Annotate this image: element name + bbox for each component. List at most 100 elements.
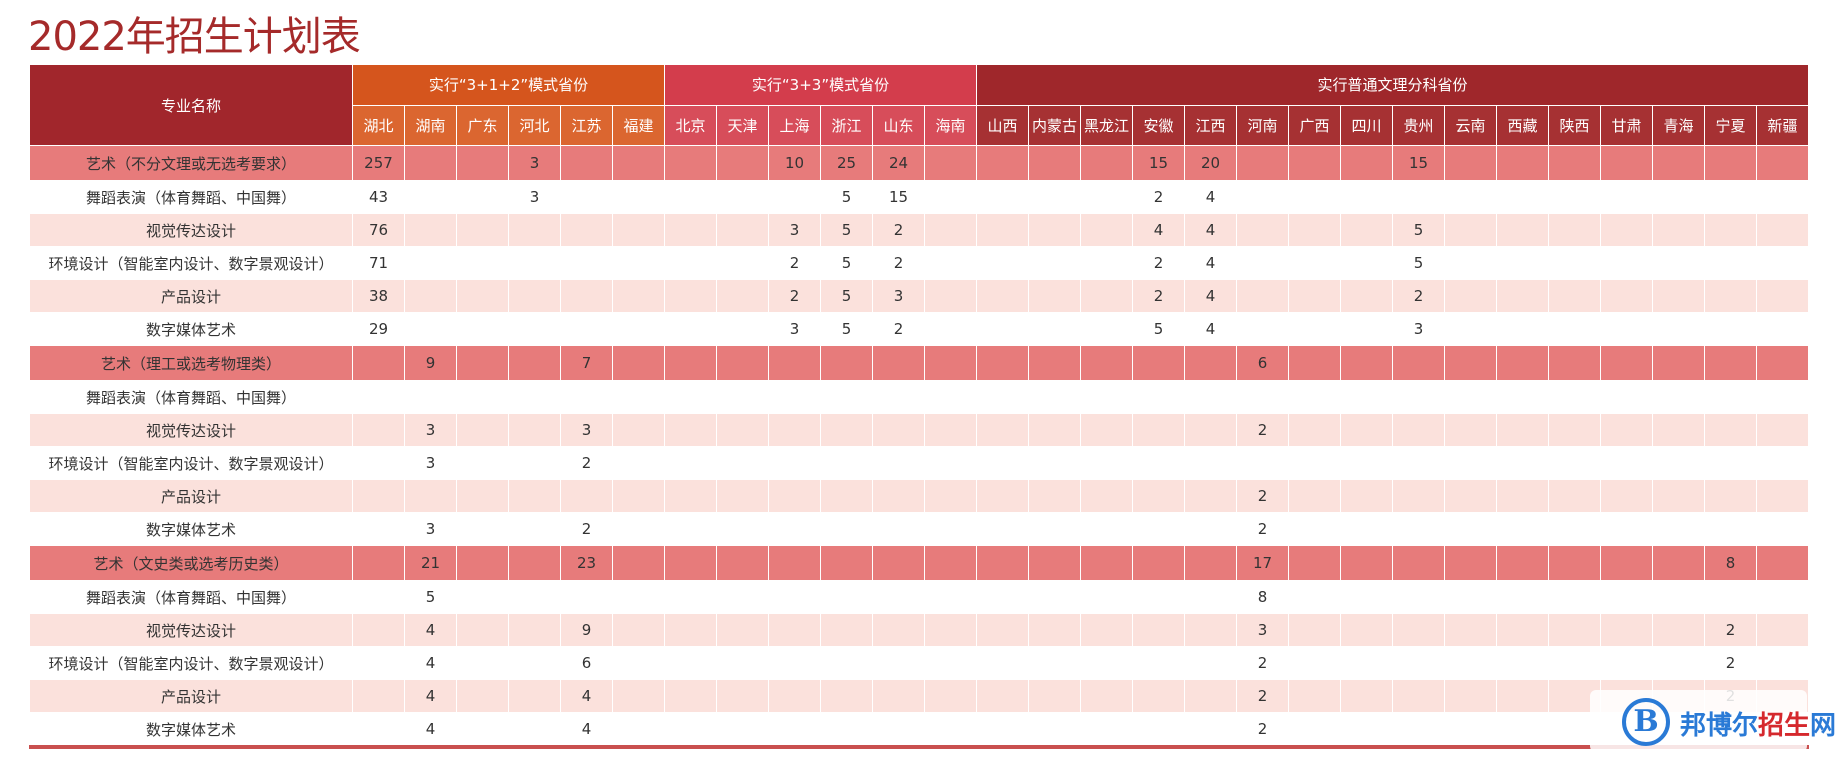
quota-cell bbox=[352, 512, 405, 546]
table-row: 舞蹈表演（体育舞蹈、中国舞） 5 8 bbox=[29, 580, 1810, 614]
quota-cell bbox=[1236, 213, 1290, 247]
quota-cell bbox=[1756, 279, 1810, 313]
quota-cell bbox=[1652, 613, 1706, 647]
quota-cell bbox=[664, 646, 717, 680]
quota-cell bbox=[1340, 545, 1394, 581]
quota-cell bbox=[508, 646, 561, 680]
quota-cell bbox=[872, 446, 925, 480]
quota-cell bbox=[1340, 145, 1394, 181]
quota-cell bbox=[1652, 413, 1706, 447]
page-title: 2022年招生计划表 bbox=[28, 14, 361, 60]
major-name-cell: 舞蹈表演（体育舞蹈、中国舞） bbox=[29, 580, 353, 614]
quota-cell bbox=[1704, 512, 1758, 546]
quota-cell bbox=[716, 446, 769, 480]
quota-cell bbox=[1288, 246, 1342, 280]
quota-cell bbox=[1132, 679, 1186, 713]
quota-cell bbox=[716, 512, 769, 546]
quota-cell bbox=[716, 413, 769, 447]
quota-cell bbox=[664, 712, 717, 749]
table-row: 产品设计 2 bbox=[29, 479, 1810, 513]
major-name-cell: 产品设计 bbox=[29, 679, 353, 713]
quota-cell bbox=[352, 413, 405, 447]
quota-cell bbox=[1548, 213, 1602, 247]
quota-cell bbox=[352, 712, 405, 749]
quota-cell: 4 bbox=[404, 712, 457, 749]
table-row: 数字媒体艺术 4 4 2 bbox=[29, 712, 1810, 749]
quota-cell bbox=[456, 180, 509, 214]
quota-cell: 4 bbox=[1132, 213, 1186, 247]
major-name-cell: 数字媒体艺术 bbox=[29, 312, 353, 346]
quota-cell bbox=[1288, 479, 1342, 513]
quota-cell bbox=[508, 679, 561, 713]
quota-cell: 3 bbox=[768, 312, 821, 346]
group-header: 实行“3+1+2”模式省份 bbox=[352, 64, 665, 106]
quota-cell bbox=[1184, 545, 1238, 581]
quota-cell: 4 bbox=[404, 646, 457, 680]
quota-cell: 4 bbox=[1184, 213, 1238, 247]
quota-cell bbox=[820, 712, 873, 749]
quota-cell bbox=[1496, 479, 1550, 513]
quota-cell bbox=[976, 345, 1030, 381]
quota-cell bbox=[976, 180, 1030, 214]
quota-cell bbox=[1080, 545, 1134, 581]
quota-cell: 2 bbox=[768, 279, 821, 313]
quota-cell bbox=[508, 246, 561, 280]
quota-cell: 2 bbox=[1236, 679, 1290, 713]
quota-cell bbox=[612, 545, 665, 581]
table-row: 环境设计（智能室内设计、数字景观设计） 71 2 5 2 2 4 5 bbox=[29, 246, 1810, 280]
quota-cell bbox=[1496, 413, 1550, 447]
quota-cell bbox=[1288, 646, 1342, 680]
quota-cell bbox=[664, 180, 717, 214]
quota-cell bbox=[872, 512, 925, 546]
quota-cell bbox=[820, 512, 873, 546]
quota-cell bbox=[1340, 646, 1394, 680]
quota-cell bbox=[1288, 413, 1342, 447]
quota-cell bbox=[664, 679, 717, 713]
quota-cell bbox=[1236, 380, 1290, 414]
quota-cell bbox=[352, 679, 405, 713]
quota-cell bbox=[1340, 413, 1394, 447]
quota-cell bbox=[1704, 246, 1758, 280]
quota-cell bbox=[1340, 279, 1394, 313]
quota-cell bbox=[1392, 446, 1446, 480]
quota-cell bbox=[1444, 413, 1498, 447]
quota-cell bbox=[664, 545, 717, 581]
quota-cell bbox=[1652, 545, 1706, 581]
category-row: 艺术（不分文理或无选考要求） 257 3 10 25 24 15 20 15 bbox=[29, 145, 1810, 181]
quota-cell bbox=[1288, 512, 1342, 546]
quota-cell bbox=[456, 545, 509, 581]
quota-cell bbox=[1080, 613, 1134, 647]
quota-cell bbox=[976, 679, 1030, 713]
quota-cell bbox=[1756, 512, 1810, 546]
site-watermark-text: 邦博尔招生网 bbox=[1680, 711, 1837, 741]
province-header: 海南 bbox=[923, 104, 978, 146]
quota-cell bbox=[1652, 512, 1706, 546]
table-row: 视觉传达设计 76 3 5 2 4 4 5 bbox=[29, 213, 1810, 247]
group-header: 实行“3+3”模式省份 bbox=[663, 64, 978, 106]
quota-cell bbox=[1704, 213, 1758, 247]
quota-cell bbox=[768, 580, 821, 614]
quota-cell bbox=[1184, 679, 1238, 713]
quota-cell: 8 bbox=[1704, 545, 1758, 581]
quota-cell bbox=[872, 380, 925, 414]
quota-cell: 2 bbox=[1236, 512, 1290, 546]
quota-cell bbox=[456, 345, 509, 381]
quota-cell: 3 bbox=[560, 413, 613, 447]
quota-cell bbox=[456, 213, 509, 247]
quota-cell bbox=[1496, 345, 1550, 381]
quota-cell bbox=[1392, 712, 1446, 749]
quota-cell bbox=[1444, 213, 1498, 247]
quota-cell bbox=[612, 446, 665, 480]
quota-cell bbox=[1080, 413, 1134, 447]
quota-cell: 29 bbox=[352, 312, 405, 346]
quota-cell bbox=[1288, 380, 1342, 414]
quota-cell: 3 bbox=[508, 145, 561, 181]
quota-cell: 15 bbox=[1392, 145, 1446, 181]
province-header: 江西 bbox=[1184, 104, 1238, 146]
quota-cell bbox=[1392, 512, 1446, 546]
quota-cell bbox=[1600, 345, 1654, 381]
quota-cell bbox=[1392, 413, 1446, 447]
quota-cell bbox=[456, 646, 509, 680]
quota-cell bbox=[1548, 446, 1602, 480]
table-row: 环境设计（智能室内设计、数字景观设计） 3 2 bbox=[29, 446, 1810, 480]
